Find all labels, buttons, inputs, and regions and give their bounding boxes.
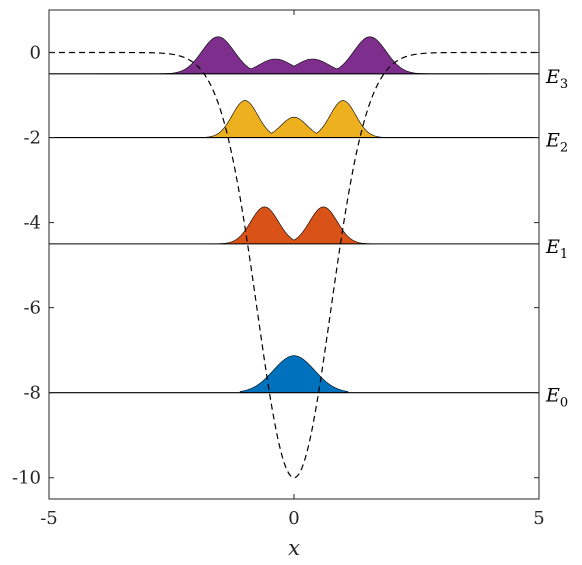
wavefunction-fills bbox=[97, 36, 491, 393]
y-tick-label: -6 bbox=[23, 298, 41, 319]
energy-labels: E0 E1 E2 E3 bbox=[545, 66, 568, 411]
x-tick-label: -5 bbox=[40, 508, 58, 529]
energy-label-3: E3 bbox=[545, 66, 568, 92]
energy-level-lines bbox=[49, 73, 539, 394]
wavefunction-0 bbox=[239, 355, 349, 393]
potential-curve bbox=[49, 51, 539, 479]
y-tick-label: -8 bbox=[23, 383, 41, 404]
plot-frame bbox=[48, 9, 540, 500]
x-tick-label: 5 bbox=[533, 508, 544, 529]
energy-label-1: E1 bbox=[545, 236, 568, 262]
wavefunction-2 bbox=[171, 100, 417, 138]
y-tick-label: -4 bbox=[23, 213, 41, 234]
wavefunction-1 bbox=[210, 206, 378, 245]
y-tick-label: 0 bbox=[30, 43, 41, 64]
energy-label-2: E2 bbox=[545, 130, 568, 156]
y-tick-label: -2 bbox=[23, 128, 41, 149]
y-tick-label: -10 bbox=[12, 468, 41, 489]
x-axis-title: x bbox=[288, 536, 300, 560]
x-tick-label: 0 bbox=[288, 508, 299, 529]
wavefunction-3 bbox=[97, 36, 491, 75]
axes: -5 0 5 0 -2 -4 -6 -8 -10 x bbox=[12, 9, 545, 560]
potential-line bbox=[49, 51, 539, 479]
energy-label-0: E0 bbox=[545, 385, 568, 411]
